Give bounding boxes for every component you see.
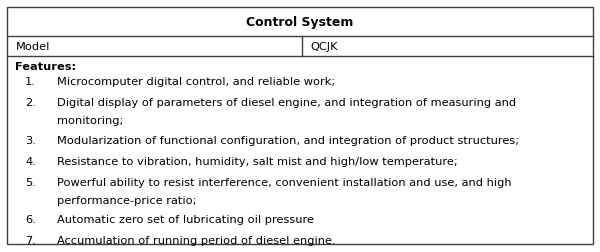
Text: 1.: 1. [25,77,36,87]
Text: Features:: Features: [15,62,76,72]
Text: Automatic zero set of lubricating oil pressure: Automatic zero set of lubricating oil pr… [57,214,314,224]
Text: Resistance to vibration, humidity, salt mist and high/low temperature;: Resistance to vibration, humidity, salt … [57,156,458,166]
Text: performance-price ratio;: performance-price ratio; [57,195,197,205]
Text: monitoring;: monitoring; [57,116,124,126]
Text: Accumulation of running period of diesel engine.: Accumulation of running period of diesel… [57,235,335,245]
Text: Powerful ability to resist interference, convenient installation and use, and hi: Powerful ability to resist interference,… [57,177,512,187]
Text: 6.: 6. [25,214,36,224]
Text: 2.: 2. [25,98,36,108]
Text: QCJK: QCJK [311,42,338,52]
Text: 3.: 3. [25,135,36,145]
Text: 4.: 4. [25,156,36,166]
Text: Modularization of functional configuration, and integration of product structure: Modularization of functional configurati… [57,135,519,145]
Text: Control System: Control System [247,16,353,28]
Text: 7.: 7. [25,235,36,245]
Text: Model: Model [16,42,50,52]
Text: Microcomputer digital control, and reliable work;: Microcomputer digital control, and relia… [57,77,335,87]
Text: Digital display of parameters of diesel engine, and integration of measuring and: Digital display of parameters of diesel … [57,98,516,108]
Text: 5.: 5. [25,177,36,187]
